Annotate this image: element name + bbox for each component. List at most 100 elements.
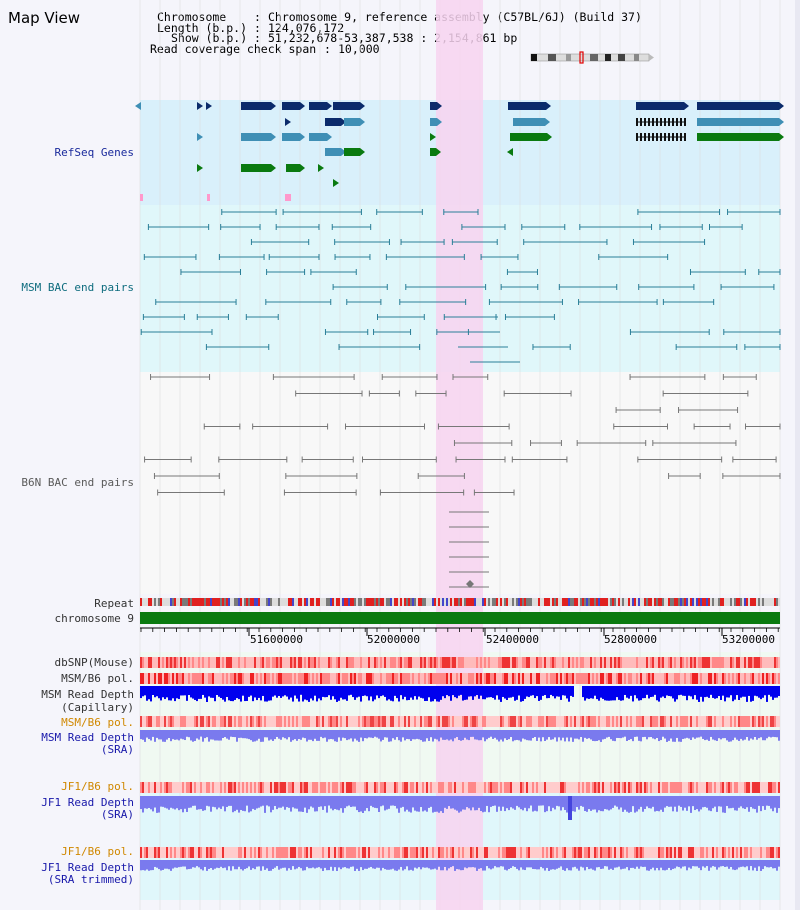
dbsnp-heat-cell	[608, 657, 610, 668]
highlight-region[interactable]	[436, 0, 483, 910]
jf1-sra-depth-bar	[388, 796, 390, 809]
dbsnp-heat-cell	[654, 657, 656, 668]
chromosome-ideogram[interactable]	[530, 51, 654, 64]
repeat-segment	[256, 598, 258, 606]
msm-capillary-depth-bar	[410, 686, 412, 698]
jf1-b6-pol-cell	[242, 782, 244, 793]
msm-sra-depth-bar	[218, 730, 220, 741]
msm-b6-pol-cell	[288, 673, 290, 684]
msm-sra-depth-bar	[406, 730, 408, 739]
dbsnp-heat-cell	[254, 657, 256, 668]
dbsnp-heat-cell	[692, 657, 694, 668]
msm-b6-pol-cell	[408, 673, 410, 684]
msm-b6-pol-cell	[466, 673, 468, 684]
msm-capillary-depth-bar	[750, 686, 752, 702]
repeat-segment	[552, 598, 554, 606]
msm-b6-pol-cell-2	[426, 716, 428, 727]
msm-b6-pol-cell	[616, 673, 618, 684]
jf1-b6-pol-cell	[380, 782, 382, 793]
jf1-b6-pol-cell-2	[458, 847, 460, 858]
msm-sra-depth-bar	[768, 730, 770, 737]
jf1-sra-depth-bar	[754, 796, 756, 810]
ideogram-position-marker	[579, 51, 584, 64]
jf1-b6-pol-cell-2	[392, 847, 394, 858]
msm-b6-pol-cell-2	[404, 716, 406, 727]
msm-b6-pol-cell	[456, 673, 458, 684]
jf1-trimmed-depth-bar	[314, 860, 316, 869]
dbsnp-heat-cell	[224, 657, 226, 668]
msm-b6-pol-cell-2	[360, 716, 362, 727]
msm-sra-depth-bar	[404, 730, 406, 741]
jf1-sra-depth-bar	[644, 796, 646, 810]
jf1-trimmed-depth-bar	[616, 860, 618, 868]
jf1-b6-pol-cell-2	[500, 847, 502, 858]
jf1-trimmed-depth-bar	[236, 860, 238, 870]
msm-sra-depth-bar	[240, 730, 242, 738]
msm-b6-pol-cell	[172, 673, 174, 684]
repeat-segment	[444, 598, 446, 606]
msm-sra-depth-bar	[634, 730, 636, 737]
jf1-b6-pol-cell-2	[452, 847, 454, 858]
msm-capillary-depth-bar	[394, 686, 396, 696]
jf1-b6-pol-cell	[734, 782, 736, 793]
dbsnp-heat-cell	[704, 657, 706, 668]
jf1-trimmed-depth-bar	[142, 860, 144, 871]
msm-capillary-depth-bar	[624, 686, 626, 695]
jf1-sra-depth-bar	[274, 796, 276, 807]
msm-capillary-depth-bar	[778, 686, 780, 697]
chromosome-label: chromosome 9	[54, 612, 134, 625]
jf1-sra-depth-bar	[172, 796, 174, 809]
jf1-b6-pol-cell-2	[646, 847, 648, 858]
msm-sra-depth-bar	[764, 730, 766, 741]
msm-sra-depth-bar	[210, 730, 212, 740]
msm-b6-pol-cell	[398, 673, 400, 684]
dbsnp-heat-cell	[528, 657, 530, 668]
msm-bac-end-pairs-track[interactable]	[140, 209, 781, 363]
dbsnp-heat-cell	[652, 657, 654, 668]
msm-b6-pol-cell-2	[140, 716, 142, 727]
dbsnp-heat-cell	[444, 657, 446, 668]
msm-b6-pol-cell	[742, 673, 744, 684]
repeat-segment	[634, 598, 636, 606]
jf1-b6-pol-cell-2	[696, 847, 698, 858]
dbsnp-heat-cell	[512, 657, 514, 668]
msm-b6-pol-cell	[474, 673, 476, 684]
dbsnp-heat-cell	[698, 657, 700, 668]
msm-capillary-depth-bar	[158, 686, 160, 699]
dbsnp-heat-cell	[706, 657, 708, 668]
msm-capillary-depth-bar	[438, 686, 440, 702]
jf1-trimmed-depth-bar	[228, 860, 230, 867]
repeat-segment	[366, 598, 368, 606]
msm-b6-pol-cell-2	[670, 716, 672, 727]
msm-sra-depth-bar	[478, 730, 480, 741]
msm-b6-pol-cell	[196, 673, 198, 684]
jf1-sra-depth-bar	[416, 796, 418, 812]
refseq-genes-track[interactable]	[135, 102, 784, 201]
msm-sra-depth-bar	[474, 730, 476, 740]
msm-sra-depth-bar	[660, 730, 662, 741]
msm-capillary-depth-bar	[254, 686, 256, 698]
jf1-b6-pol-cell	[724, 782, 726, 793]
data-tracks[interactable]	[140, 657, 780, 871]
jf1-sra-depth-bar	[436, 796, 438, 812]
jf1-sra-depth-bar	[450, 796, 452, 809]
dbsnp-heat-cell	[210, 657, 212, 668]
jf1-b6-pol-cell-2	[568, 847, 570, 858]
jf1-sra-depth-bar	[316, 796, 318, 812]
msm-sra-depth-bar	[562, 730, 564, 738]
msm-b6-pol-cell-2	[692, 716, 694, 727]
jf1-b6-pol-cell-2	[486, 847, 488, 858]
chromosome-bar[interactable]	[140, 612, 780, 624]
msm-sra-depth-bar	[186, 730, 188, 737]
msm-capillary-depth-bar	[266, 686, 268, 702]
repeat-segment	[152, 598, 154, 606]
jf1-b6-pol-cell	[770, 782, 772, 793]
jf1-b6-pol-cell-2	[172, 847, 174, 858]
msm-sra-depth-bar	[568, 730, 570, 742]
jf1-b6-pol-cell-2	[604, 847, 606, 858]
jf1-trimmed-depth-bar	[768, 860, 770, 868]
jf1-b6-pol-cell	[696, 782, 698, 793]
repeat-track[interactable]	[140, 598, 780, 606]
jf1-b6-pol-cell-2	[366, 847, 368, 858]
